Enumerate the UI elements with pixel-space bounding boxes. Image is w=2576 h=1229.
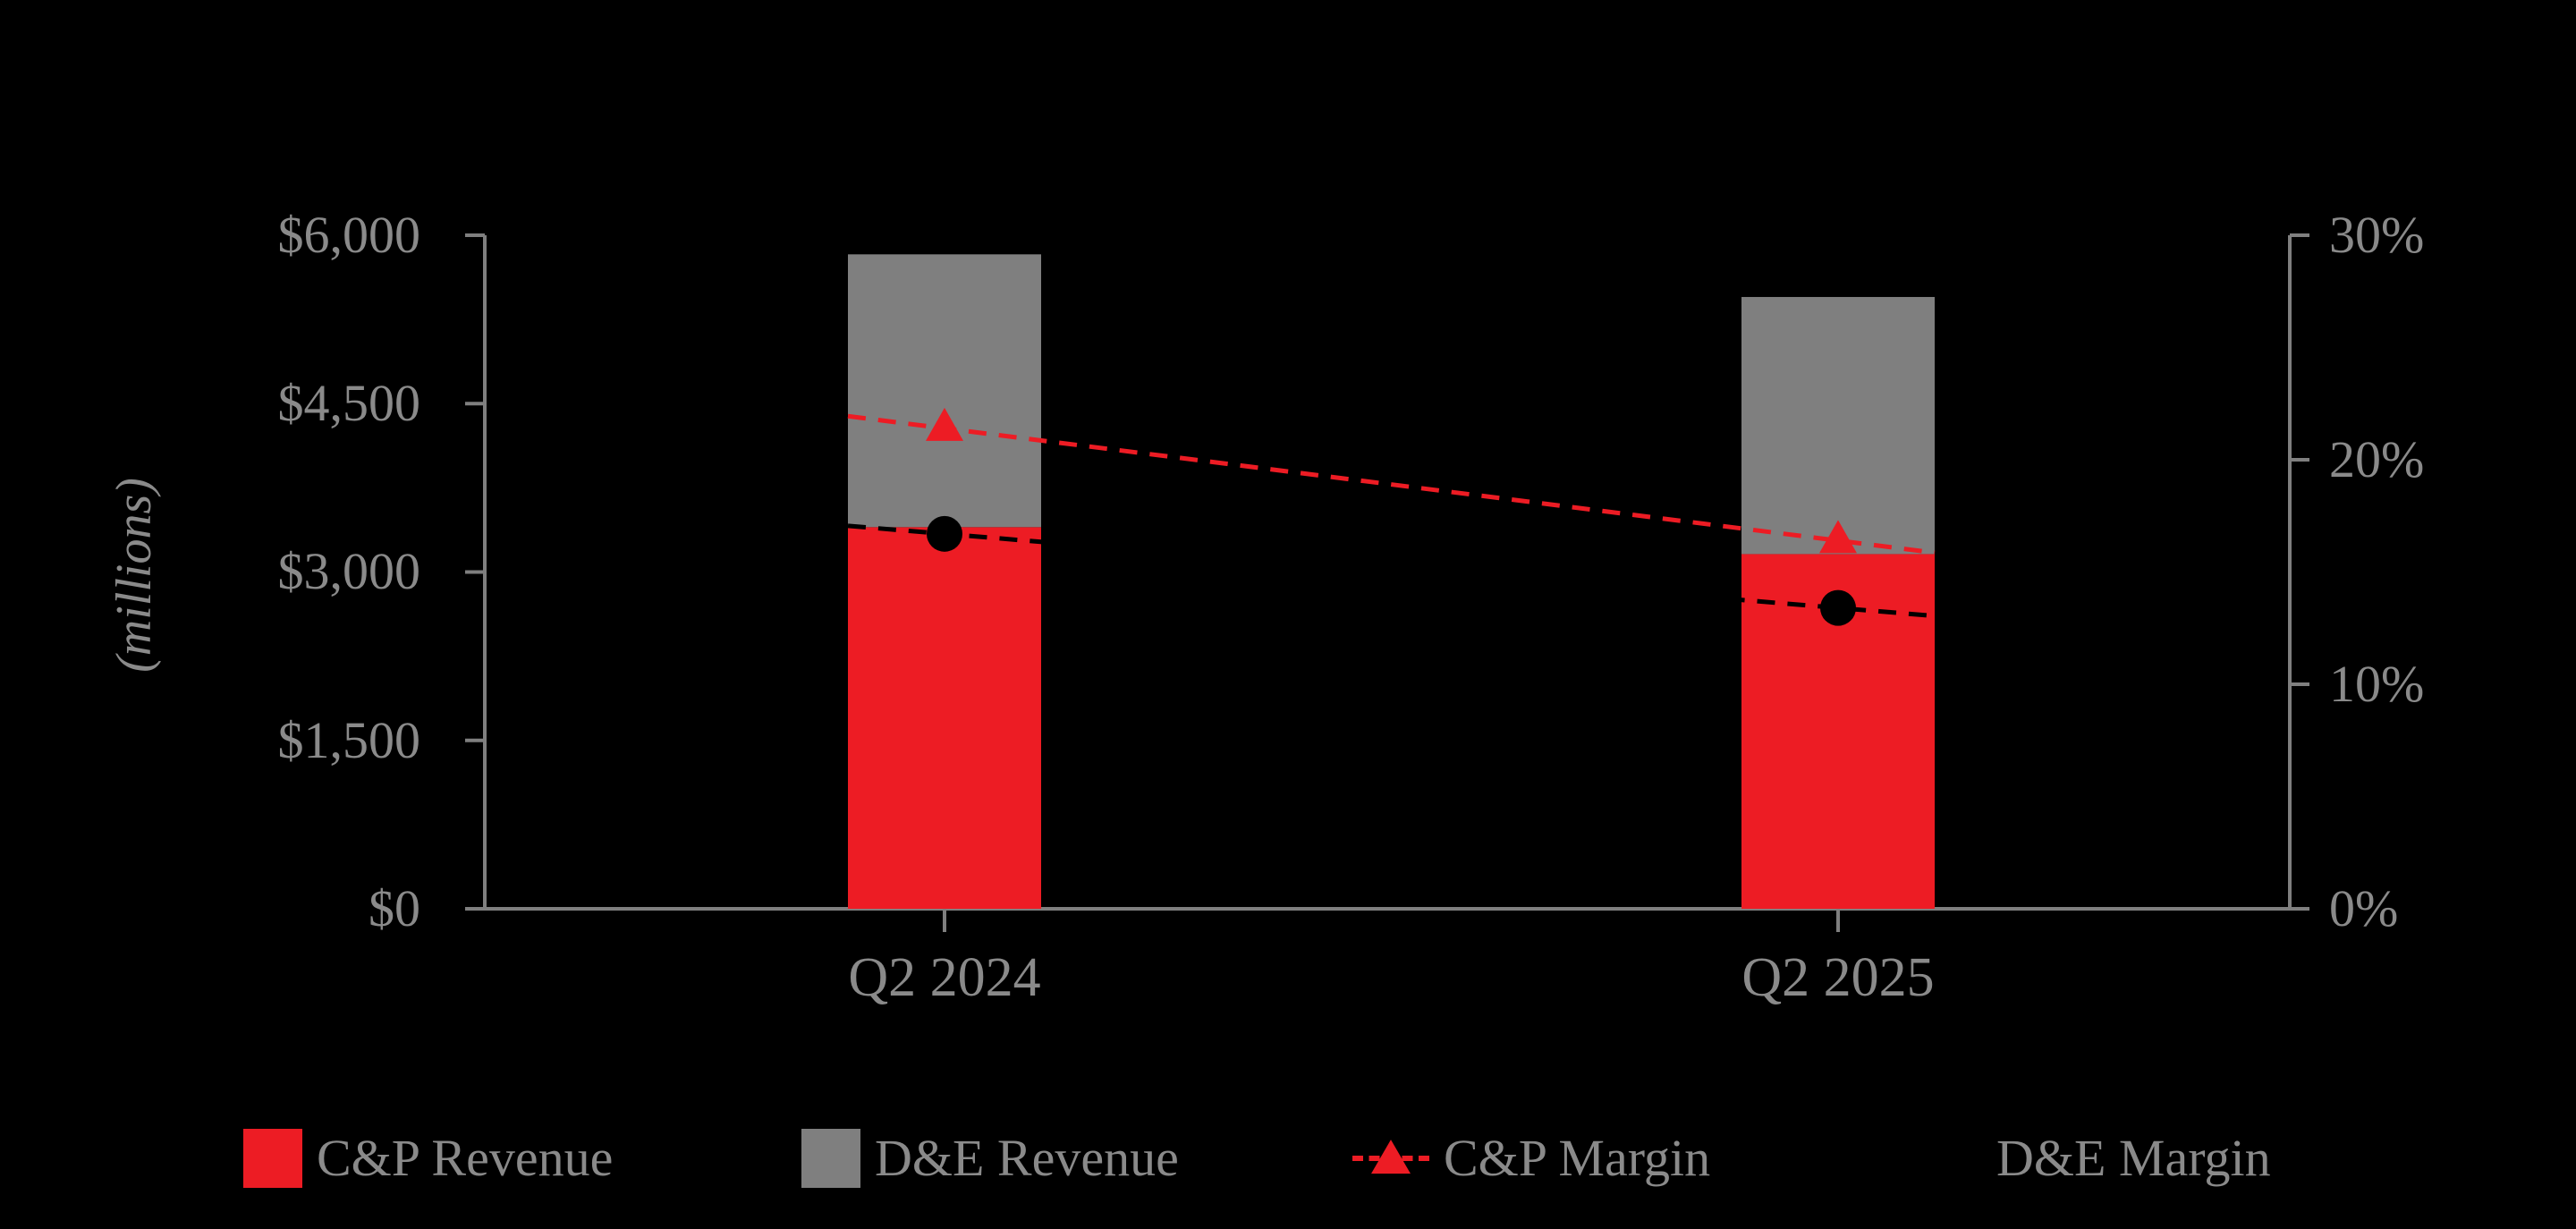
legend-item-de-margin: D&E Margin <box>1905 1127 2271 1190</box>
left-axis-tick-6000: $6,000 <box>277 206 421 264</box>
legend-label-cp-revenue: C&P Revenue <box>317 1129 614 1187</box>
right-axis-tick-20pct: 20% <box>2329 430 2425 488</box>
right-axis-tick-0pct: 0% <box>2329 879 2399 937</box>
de-revenue-swatch-icon <box>801 1129 860 1188</box>
left-axis-tick-1500: $1,500 <box>277 711 421 769</box>
de-margin-circle-icon <box>1926 1140 1962 1176</box>
right-axis-tick-10pct: 10% <box>2329 655 2425 713</box>
x-axis-label-q2-2025: Q2 2025 <box>1741 947 1935 1008</box>
de-margin-marker-icon <box>1905 1127 1982 1190</box>
cp-margin-marker-icon <box>1352 1127 1429 1190</box>
legend-label-de-margin: D&E Margin <box>1996 1129 2271 1187</box>
legend-item-de-revenue: D&E Revenue <box>801 1127 1179 1190</box>
legend-item-cp-revenue: C&P Revenue <box>243 1127 613 1190</box>
legend-label-cp-margin: C&P Margin <box>1444 1129 1711 1187</box>
x-axis-label-q2-2024: Q2 2024 <box>848 947 1041 1008</box>
legend-item-cp-margin: C&P Margin <box>1352 1127 1710 1190</box>
legend-label-de-revenue: D&E Revenue <box>875 1129 1179 1187</box>
left-axis-tick-3000: $3,000 <box>277 542 421 600</box>
right-axis-tick-30pct: 30% <box>2329 206 2425 264</box>
cp-revenue-swatch-icon <box>243 1129 302 1188</box>
left-axis-tick-0: $0 <box>369 879 420 937</box>
cp-margin-triangle-icon <box>1371 1140 1411 1174</box>
left-axis-tick-4500: $4,500 <box>277 374 421 432</box>
